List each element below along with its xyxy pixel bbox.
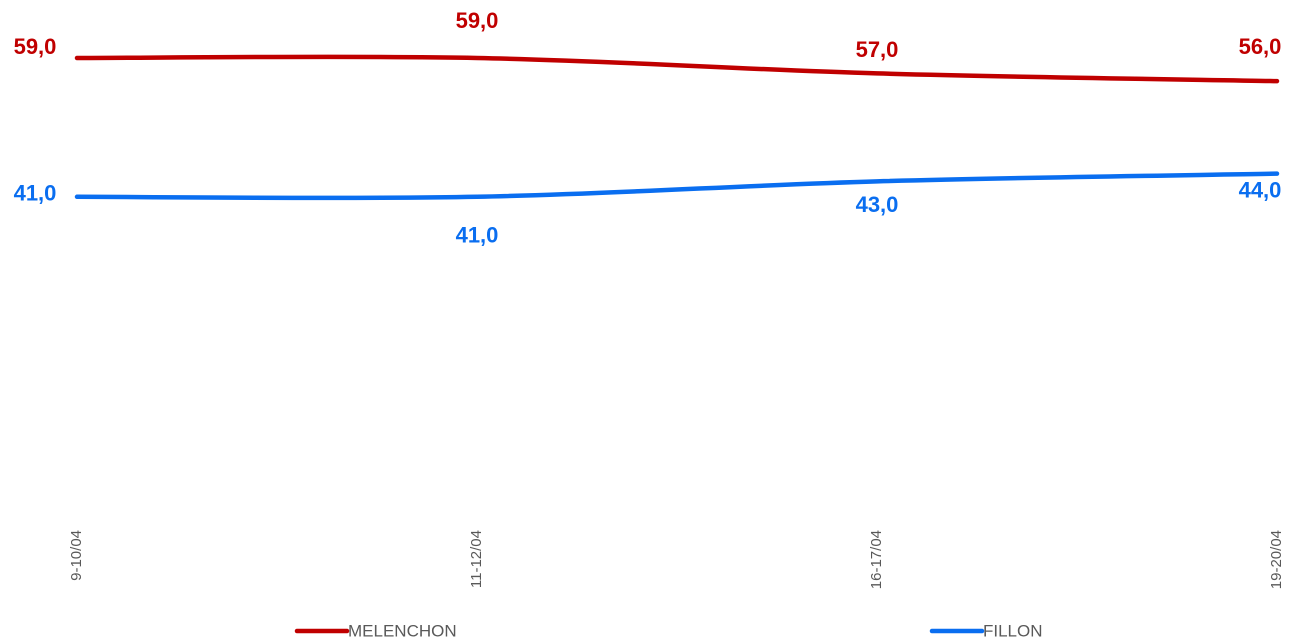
legend-label: MELENCHON bbox=[348, 621, 457, 640]
x-tick-label: 19-20/04 bbox=[1268, 530, 1285, 589]
x-tick-label: 9-10/04 bbox=[68, 530, 85, 581]
data-label: 41,0 bbox=[14, 181, 57, 206]
data-label: 59,0 bbox=[456, 8, 499, 33]
x-tick-label: 11-12/04 bbox=[468, 530, 485, 588]
data-label: 59,0 bbox=[14, 34, 57, 59]
series-line bbox=[74, 54, 1280, 84]
data-label: 43,0 bbox=[856, 192, 899, 217]
legend-label: FILLON bbox=[983, 621, 1043, 640]
x-tick-label: 16-17/04 bbox=[868, 530, 885, 589]
data-label: 57,0 bbox=[856, 37, 899, 62]
data-label: 41,0 bbox=[456, 223, 499, 248]
series-line bbox=[74, 171, 1280, 201]
data-label: 44,0 bbox=[1239, 177, 1282, 202]
data-label: 56,0 bbox=[1239, 34, 1282, 59]
